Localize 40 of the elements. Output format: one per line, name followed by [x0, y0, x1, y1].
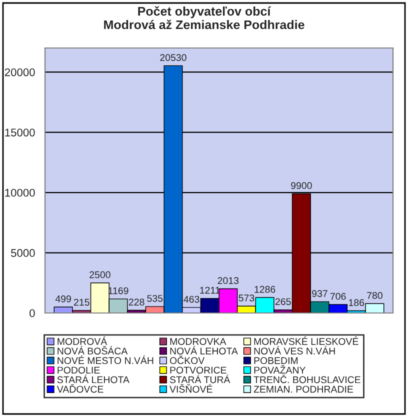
data-label: 463	[184, 296, 200, 303]
data-label: 535	[147, 294, 163, 302]
legend-label: STARÁ LEHOTA	[57, 374, 130, 384]
data-label: 2500	[90, 271, 110, 278]
y-tick-label: 0	[30, 309, 35, 318]
data-label: 937	[312, 290, 328, 298]
y-tick-label: 5000	[11, 249, 35, 257]
y-tick-label: 10000	[5, 188, 35, 197]
data-label: 20530	[160, 54, 186, 62]
legend-label: PODOLIE	[58, 366, 100, 374]
legend-label: POTVORICE	[170, 366, 226, 374]
data-label: 265	[275, 298, 291, 306]
legend-label: MORAVSKÉ LIESKOVÉ	[254, 336, 358, 345]
legend-label: NOVÁ LEHOTA	[170, 346, 238, 355]
data-label: 186	[349, 299, 364, 306]
legend-label: STARÁ TURÁ	[170, 374, 230, 384]
legend-label: NOVÁ BOŠÁCA	[58, 346, 128, 355]
data-label: 9900	[291, 182, 312, 190]
legend-label: ZEMIAN. PODHRADIE	[254, 386, 354, 393]
legend-label: POVAŽANY	[254, 365, 306, 374]
legend-label: VAĎOVCE	[56, 384, 104, 393]
y-tick-label: 20000	[4, 68, 35, 76]
legend-label: POBEDIM	[254, 357, 298, 364]
data-label: 706	[330, 292, 346, 300]
legend-label: MODROVKA	[170, 338, 226, 345]
legend-label: OČKOV	[170, 355, 205, 364]
data-label: 780	[367, 292, 382, 299]
legend-label: TRENČ. BOHUSLAVICE	[254, 374, 360, 384]
data-label: 228	[128, 298, 144, 306]
legend-label: NOVÉ MESTO N.VÁH	[58, 356, 154, 364]
data-label: 215	[74, 298, 90, 306]
legend-label: VIŠŇOVÉ	[170, 384, 212, 393]
data-label: 1286	[254, 286, 276, 293]
legend-label: MODROVÁ	[58, 336, 108, 345]
data-label: 499	[55, 295, 71, 302]
chart-title: Počet obyvateľov obcí Modrová až Zemianske Podhradie	[104, 6, 304, 30]
y-tick-label: 15000	[5, 128, 35, 136]
data-label: 573	[238, 294, 254, 302]
legend-label: NOVÁ VES N.VÁH	[254, 346, 335, 355]
data-label: 2013	[218, 277, 239, 284]
